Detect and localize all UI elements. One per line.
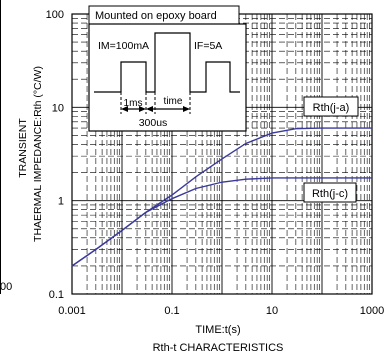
ms-arrow-head-right [139, 106, 146, 112]
series-line-rth-jc [71, 177, 372, 267]
series-label-rth-ja-text: Rth(j-a) [313, 102, 350, 114]
series-label-rth-jc: Rth(j-c) [303, 182, 357, 203]
inset-us-label: 300us [139, 117, 168, 129]
y-tick-label: 100 [46, 9, 64, 21]
x-tick-label: 1000 [360, 305, 384, 317]
chart-title: Rth-t CHARACTERISTICS [153, 342, 284, 354]
x-axis-title: TIME:t(s) [195, 324, 240, 336]
board-label-text: Mounted on epoxy board [95, 10, 217, 22]
curves [71, 127, 372, 267]
series-label-rth-ja: Rth(j-a) [303, 96, 359, 117]
pulse-waveform [94, 32, 240, 93]
inset-ms-label: 1ms [124, 98, 143, 109]
us-arrow-head-left [146, 106, 153, 112]
y-axis-title-line2: THAERMAL IMPEDANCE:Rth (°C/W) [32, 66, 44, 242]
series-label-rth-jc-text: Rth(j-c) [312, 188, 348, 200]
ms-arrow-head-left [121, 106, 128, 112]
y-tick-label: 1 [58, 196, 64, 208]
x-tick-label: 0.001 [58, 305, 86, 317]
inset-border [88, 23, 247, 132]
x-tick-label: 10 [266, 305, 278, 317]
us-arrow-head-right [183, 106, 190, 112]
pulse-inset: IM=100mA IF=5A 1ms time 300us [88, 23, 247, 132]
inset-if-label: IF=5A [194, 40, 222, 52]
board-label: Mounted on epoxy board [88, 5, 240, 25]
inset-time-label: time [164, 96, 183, 107]
x-tick-label: 0.1 [164, 305, 179, 317]
inset-im-label: IM=100mA [98, 40, 149, 52]
y-axis-title-line1: TRANSIENT [17, 118, 29, 178]
y-tick-label: 10 [52, 102, 64, 114]
y-tick-label: 0.1 [49, 289, 64, 301]
ticks: 0.001 0.1 10 1000 0.1 1 10 100 [46, 9, 385, 317]
neighbor-chart-tick-label: 00 [0, 281, 12, 293]
